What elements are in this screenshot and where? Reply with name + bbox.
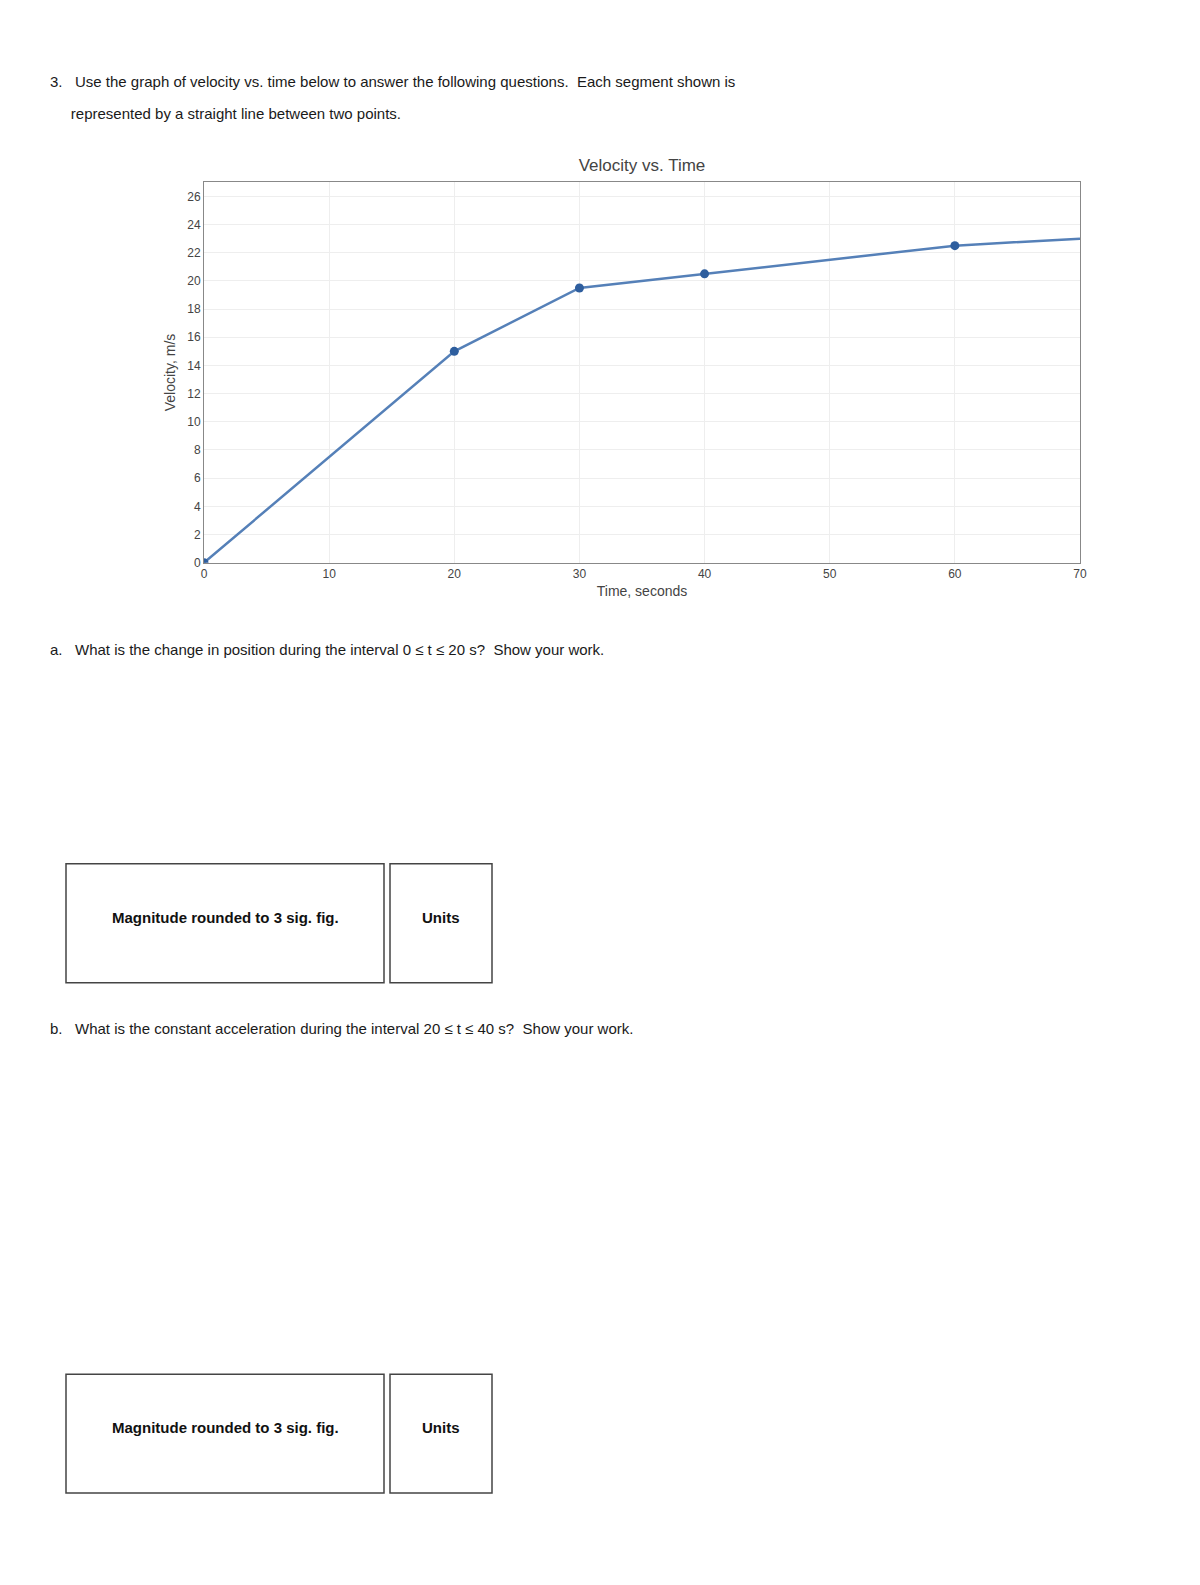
svg-text:26: 26	[187, 190, 201, 204]
svg-text:Velocity, m/s: Velocity, m/s	[162, 334, 178, 412]
svg-text:Magnitude rounded to 3 sig. fi: Magnitude rounded to 3 sig. fig.	[112, 909, 339, 926]
svg-text:22: 22	[187, 246, 201, 260]
svg-text:30: 30	[573, 567, 587, 581]
svg-text:0: 0	[201, 567, 208, 581]
svg-text:20: 20	[448, 567, 462, 581]
svg-text:20: 20	[187, 274, 201, 288]
svg-text:40: 40	[698, 567, 712, 581]
svg-text:70: 70	[1073, 567, 1087, 581]
svg-text:24: 24	[187, 218, 201, 232]
svg-text:represented by a straight line: represented by a straight line between t…	[50, 105, 401, 122]
svg-text:60: 60	[948, 567, 962, 581]
svg-text:12: 12	[187, 387, 201, 401]
svg-text:10: 10	[322, 567, 336, 581]
svg-text:8: 8	[194, 443, 201, 457]
svg-text:a. What is the change in pos: a. What is the change in position during…	[50, 641, 604, 658]
svg-text:10: 10	[187, 415, 201, 429]
svg-text:14: 14	[187, 359, 201, 373]
svg-text:2: 2	[194, 528, 201, 542]
svg-text:18: 18	[187, 302, 201, 316]
svg-text:0: 0	[194, 556, 201, 570]
svg-text:3. Use the graph of velocity: 3. Use the graph of velocity vs. time be…	[50, 73, 735, 90]
svg-text:Magnitude rounded to 3 sig. fi: Magnitude rounded to 3 sig. fig.	[112, 1419, 339, 1436]
svg-text:Time, seconds: Time, seconds	[597, 583, 688, 599]
svg-text:b. What is the constant acce: b. What is the constant acceleration dur…	[50, 1020, 633, 1037]
svg-text:Units: Units	[422, 1419, 460, 1436]
svg-text:4: 4	[194, 500, 201, 514]
svg-text:16: 16	[187, 330, 201, 344]
svg-text:50: 50	[823, 567, 837, 581]
svg-text:6: 6	[194, 471, 201, 485]
svg-text:Velocity vs. Time: Velocity vs. Time	[579, 156, 706, 175]
svg-text:Units: Units	[422, 909, 460, 926]
